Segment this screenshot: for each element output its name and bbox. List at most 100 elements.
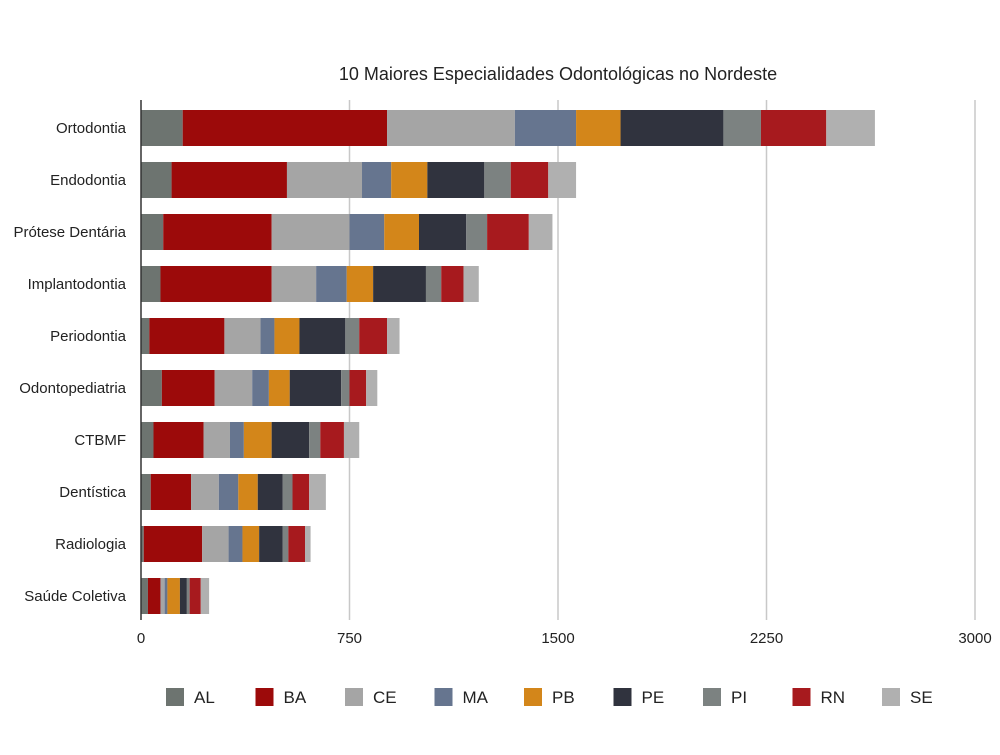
bar-segment-rn (320, 422, 344, 458)
legend-label: BA (284, 688, 307, 707)
bar-segment-ce (160, 578, 165, 614)
bar-segment-ma (252, 370, 269, 406)
bar-group-saúde-coletiva (141, 578, 210, 614)
bar-segment-ba (171, 162, 287, 198)
bar-segment-pe (289, 370, 342, 406)
bar-segment-ma (229, 422, 244, 458)
bar-segment-pi (345, 318, 360, 354)
bar-segment-rn (510, 162, 549, 198)
bar-segment-ce (387, 110, 515, 146)
bar-segment-pe (419, 214, 467, 250)
bar-segment-al (141, 526, 144, 562)
bar-segment-ce (191, 474, 219, 510)
bar-segment-ce (214, 370, 253, 406)
bar-segment-se (463, 266, 479, 302)
category-label: Saúde Coletiva (24, 588, 126, 605)
bar-segment-ba (153, 422, 204, 458)
bar-segment-rn (441, 266, 464, 302)
x-tick-label: 2250 (750, 630, 783, 647)
bar-segment-ba (143, 526, 203, 562)
bar-group-ctbmf (141, 422, 360, 458)
bar-segment-ma (228, 526, 243, 562)
legend-label: RN (821, 688, 846, 707)
x-tick-label: 0 (137, 630, 145, 647)
bar-segment-ce (286, 162, 363, 198)
legend-swatch (792, 688, 811, 706)
category-label: Endodontia (50, 172, 127, 189)
bar-segment-ma (218, 474, 239, 510)
legend-swatch (166, 688, 184, 706)
bar-segment-ma (164, 578, 168, 614)
bar-segment-ce (271, 266, 317, 302)
legend: AL BA CE MA PB PE PI RN SE (166, 688, 933, 707)
bar-segment-ba (163, 214, 272, 250)
bar-group-implantodontia (141, 266, 479, 302)
category-label: Prótese Dentária (13, 224, 126, 241)
bar-segment-pb (167, 578, 180, 614)
bar-segment-se (548, 162, 577, 198)
legend-swatch (255, 688, 274, 706)
bar-segment-ma (362, 162, 392, 198)
bar-segment-ba (150, 474, 192, 510)
bar-group-ortodontia (141, 110, 875, 146)
legend-label: CE (373, 688, 397, 707)
legend-label: PB (552, 688, 575, 707)
legend-label: PI (731, 688, 747, 707)
bar-segment-al (141, 266, 161, 302)
bar-segment-al (141, 370, 162, 406)
bar-group-prótese-dentária (141, 214, 553, 250)
bar-segment-al (141, 162, 172, 198)
bar-segment-pe (373, 266, 426, 302)
legend-label: MA (463, 688, 489, 707)
legend-label: PE (642, 688, 665, 707)
bar-segment-pb (391, 162, 428, 198)
bar-segment-ce (202, 526, 229, 562)
bar-segment-al (141, 318, 150, 354)
bar-segment-ba (149, 318, 225, 354)
category-label: Ortodontia (56, 120, 127, 137)
category-label: Radiologia (55, 536, 127, 553)
bar-segment-se (826, 110, 875, 146)
bar-segment-rn (292, 474, 310, 510)
bar-group-periodontia (141, 318, 400, 354)
bar-segment-al (141, 474, 151, 510)
bar-segment-rn (760, 110, 827, 146)
bar-segment-pb (346, 266, 374, 302)
axes: Ortodontia Endodontia Prótese Dentária Impl… (13, 100, 992, 647)
bar-segment-pe (259, 526, 283, 562)
bar-segment-pb (238, 474, 258, 510)
legend-item-se: SE (882, 688, 933, 707)
bar-group-radiologia (141, 526, 311, 562)
category-label: CTBMF (74, 432, 126, 449)
bar-segment-pb (243, 422, 272, 458)
legend-label: SE (910, 688, 933, 707)
bar-segment-al (141, 422, 154, 458)
bar-segment-pb (268, 370, 290, 406)
category-label: Dentística (59, 484, 126, 501)
bar-segment-se (528, 214, 553, 250)
bar-segment-rn (359, 318, 388, 354)
bar-segment-ba (182, 110, 388, 146)
bar-segment-pi (282, 526, 289, 562)
legend-swatch (434, 688, 453, 706)
legend-item-ma: MA (434, 688, 489, 707)
bar-segment-al (141, 578, 148, 614)
bar-segment-pe (299, 318, 346, 354)
bar-segment-al (141, 110, 183, 146)
bar-segment-pb (576, 110, 621, 146)
bar-segment-ce (224, 318, 261, 354)
bar-segment-al (141, 214, 164, 250)
bar-segment-se (343, 422, 360, 458)
x-tick-label: 3000 (958, 630, 991, 647)
bar-segment-ba (160, 266, 272, 302)
legend-item-pb: PB (524, 688, 575, 707)
bar-segment-pi (309, 422, 321, 458)
bar-segment-se (309, 474, 326, 510)
legend-swatch (703, 688, 721, 706)
legend-swatch (345, 688, 363, 706)
bar-segment-pe (257, 474, 283, 510)
bar-group-dentística (141, 474, 326, 510)
x-tick-label: 1500 (541, 630, 574, 647)
